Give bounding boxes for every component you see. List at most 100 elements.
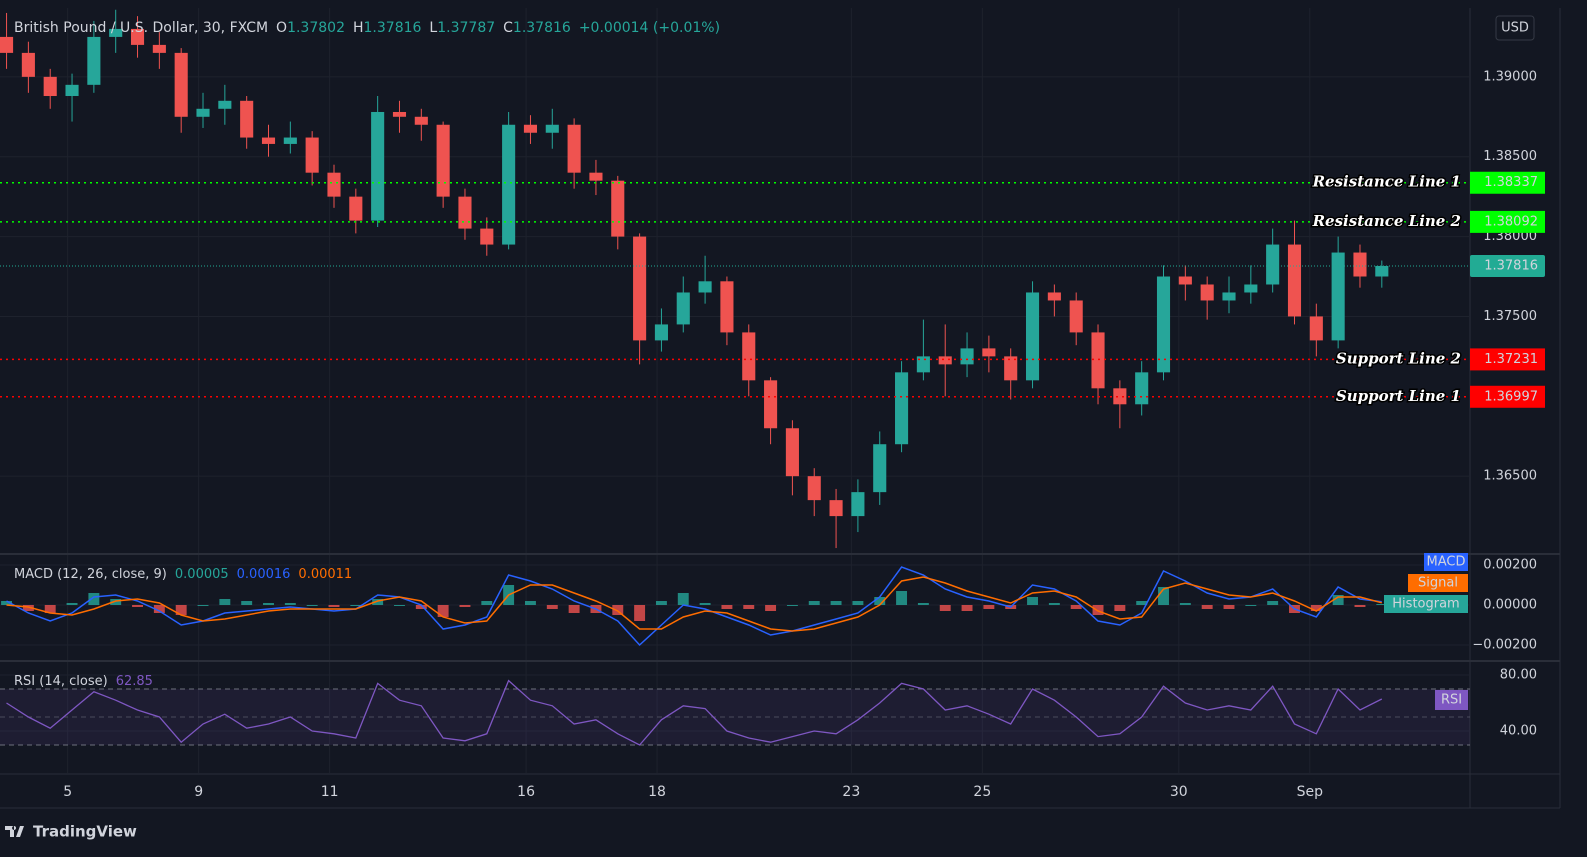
histogram-bar <box>961 605 973 611</box>
histogram-bar <box>917 603 929 605</box>
candle-body <box>65 84 79 97</box>
x-tick-label: Sep <box>1297 784 1324 800</box>
histogram-bar <box>896 591 908 605</box>
candle-body <box>938 356 952 365</box>
ohlc-value: 1.37802 <box>287 20 345 36</box>
y-tick-label: 1.39000 <box>1483 69 1537 84</box>
histogram-bar <box>786 605 798 606</box>
ohlc-key: C <box>503 20 513 36</box>
candle-body <box>829 500 843 517</box>
last-price-label: 1.37816 <box>1484 258 1538 273</box>
histogram-bar <box>241 601 253 605</box>
legend-label: Histogram <box>1392 597 1459 612</box>
histogram-bar <box>525 601 536 605</box>
histogram-bar <box>175 605 187 615</box>
candle-body <box>1004 356 1018 381</box>
candle-body <box>1178 276 1192 285</box>
histogram-bar <box>1354 605 1366 607</box>
candle-body <box>1200 284 1214 301</box>
y-tick-label: 40.00 <box>1500 724 1537 739</box>
histogram-bar <box>306 605 318 606</box>
histogram-bar <box>197 605 209 606</box>
histogram-bar <box>939 605 951 611</box>
y-tick-label: 1.36500 <box>1483 469 1537 484</box>
histogram-bar <box>1267 601 1279 605</box>
legend-label: Signal <box>1418 576 1458 591</box>
candle-body <box>109 28 123 37</box>
candle-body <box>720 281 734 333</box>
histogram-bar <box>1158 587 1169 605</box>
candle-body <box>851 492 865 517</box>
candle-body <box>371 111 385 221</box>
candle-body <box>676 292 690 325</box>
histogram-bar <box>1114 605 1126 611</box>
candle-body <box>611 180 625 237</box>
macd-line <box>6 566 1382 647</box>
candle-body <box>1156 276 1171 373</box>
currency-box[interactable] <box>1495 15 1535 41</box>
histogram-bar <box>830 601 842 605</box>
level-value: 1.36997 <box>1484 389 1538 404</box>
last-price-box <box>1470 254 1545 277</box>
legend-label: RSI <box>1441 693 1462 708</box>
legend-box <box>1435 690 1468 710</box>
level-name: Resistance Line 1 <box>1312 173 1461 191</box>
histogram-bar <box>699 603 711 605</box>
macd-line <box>6 576 1382 632</box>
histogram-bar <box>459 605 471 607</box>
candle-body <box>1222 292 1236 301</box>
candle-body <box>1069 300 1083 333</box>
histogram-bar <box>437 605 449 617</box>
legend-box <box>1408 574 1468 592</box>
logo-icon <box>5 826 24 837</box>
x-tick-label: 9 <box>194 784 203 800</box>
histogram-bar <box>983 605 995 609</box>
y-tick-label: 0.00200 <box>1483 558 1537 573</box>
ohlc-key: L <box>429 20 437 36</box>
histogram-bar <box>1136 601 1148 605</box>
candle-body <box>960 348 974 365</box>
candle-body <box>0 36 14 53</box>
y-tick-label: −0.00200 <box>1472 638 1537 653</box>
candle-body <box>480 228 494 245</box>
x-tick-label: 11 <box>321 784 339 800</box>
grid <box>0 8 1470 773</box>
level-value: 1.37231 <box>1484 352 1538 367</box>
rsi-header: RSI (14, close) 62.85 <box>14 674 153 689</box>
histogram-bar <box>1179 603 1191 605</box>
candle-body <box>436 124 450 197</box>
histogram-bar <box>1 601 13 605</box>
histogram-bar <box>1048 603 1060 605</box>
histogram-bar <box>1027 597 1038 605</box>
rsi-line <box>6 679 1383 746</box>
histogram-bar <box>350 605 362 606</box>
candle-body <box>327 172 341 197</box>
histogram-bar <box>22 605 34 611</box>
candle-body <box>392 111 407 117</box>
brand[interactable]: TradingView <box>33 823 137 841</box>
candle-body <box>807 476 821 501</box>
price-change: +0.00014 (+0.01%) <box>579 20 720 36</box>
candle-body <box>1091 332 1105 389</box>
candle-body <box>414 116 428 125</box>
legend-box <box>1384 595 1468 613</box>
level-name: Resistance Line 2 <box>1312 212 1461 230</box>
candle-body <box>1266 244 1280 285</box>
candle-body <box>87 36 101 85</box>
candle-body <box>261 137 276 144</box>
candle-body <box>873 444 887 493</box>
candle-body <box>240 100 254 138</box>
currency[interactable]: USD <box>1501 21 1529 36</box>
ohlc-value: 1.37816 <box>364 20 422 36</box>
histogram-bar <box>808 601 820 605</box>
histogram-bar <box>1332 595 1344 605</box>
candle-body <box>982 348 996 357</box>
x-tick-label: 23 <box>842 784 860 800</box>
y-tick-label: 0.00000 <box>1483 598 1537 613</box>
histogram-bar <box>1070 605 1082 609</box>
symbol-header: British Pound / U.S. Dollar, 30, FXCM O1.… <box>14 20 720 36</box>
histogram-bar <box>1376 604 1388 605</box>
candle-body <box>654 324 668 341</box>
candle-body <box>1287 244 1302 317</box>
